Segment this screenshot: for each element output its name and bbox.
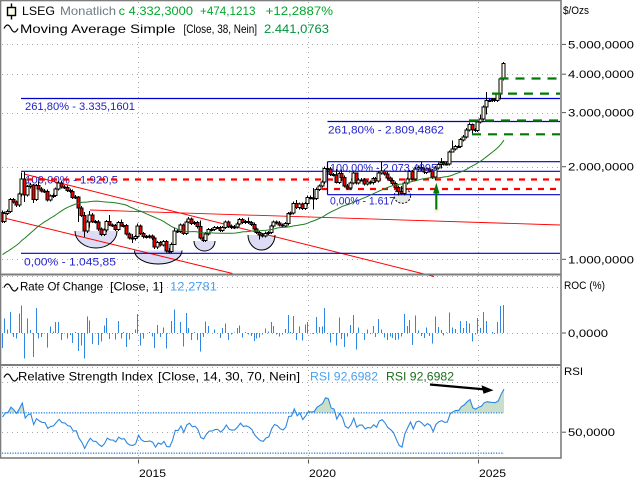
svg-text:0,00% - 1.045,85: 0,00% - 1.045,85 [24, 257, 116, 269]
svg-text:Relative Strength Index: Relative Strength Index [18, 370, 153, 384]
svg-text:261,80% - 3.335,1601: 261,80% - 3.335,1601 [25, 101, 135, 113]
svg-text:Monatlich: Monatlich [60, 4, 116, 18]
svg-text:[Close, 14, 30, 70, Nein]: [Close, 14, 30, 70, Nein] [158, 370, 300, 384]
svg-text:2015: 2015 [139, 468, 166, 480]
svg-text:261,80% - 2.809,4862: 261,80% - 2.809,4862 [328, 125, 444, 137]
svg-text:ROC (%): ROC (%) [564, 280, 605, 292]
svg-text:2025: 2025 [479, 468, 506, 480]
svg-text:1.000,0000: 1.000,0000 [568, 254, 634, 266]
svg-text:12,2781: 12,2781 [170, 280, 217, 294]
svg-text:50,0000: 50,0000 [568, 427, 615, 439]
svg-text:100,00% - 2.073,4995: 100,00% - 2.073,4995 [330, 163, 437, 175]
svg-text:RSI 92,6982: RSI 92,6982 [386, 370, 454, 384]
svg-text:2.441,0763: 2.441,0763 [264, 22, 329, 36]
svg-text:RSI: RSI [564, 366, 583, 378]
svg-text:[Close, 1]: [Close, 1] [110, 280, 163, 294]
svg-text:100,00% - 1.920,5: 100,00% - 1.920,5 [25, 175, 118, 187]
svg-text:3.000,0000: 3.000,0000 [568, 108, 634, 120]
svg-text:$/Ozs: $/Ozs [563, 5, 589, 17]
svg-text:0,00% - 1.617: 0,00% - 1.617 [330, 196, 395, 208]
svg-text:4.000,0000: 4.000,0000 [568, 69, 634, 81]
svg-text:+12,2887%: +12,2887% [266, 4, 334, 18]
svg-text:c 4.332,3000: c 4.332,3000 [119, 4, 194, 18]
svg-text:Rate Of Change: Rate Of Change [20, 280, 103, 294]
svg-text:LSEG: LSEG [22, 4, 55, 18]
svg-text:2020: 2020 [309, 468, 336, 480]
svg-text:Moving Average Simple: Moving Average Simple [20, 22, 176, 36]
svg-text:2.000,0000: 2.000,0000 [568, 162, 634, 174]
svg-text:RSI 92,6982: RSI 92,6982 [310, 370, 378, 384]
svg-text:0,0000: 0,0000 [568, 328, 608, 340]
svg-text:5.000,0000: 5.000,0000 [568, 39, 634, 51]
svg-text:[Close, 38, Nein]: [Close, 38, Nein] [184, 22, 258, 36]
svg-text:+474,1213: +474,1213 [200, 4, 256, 18]
